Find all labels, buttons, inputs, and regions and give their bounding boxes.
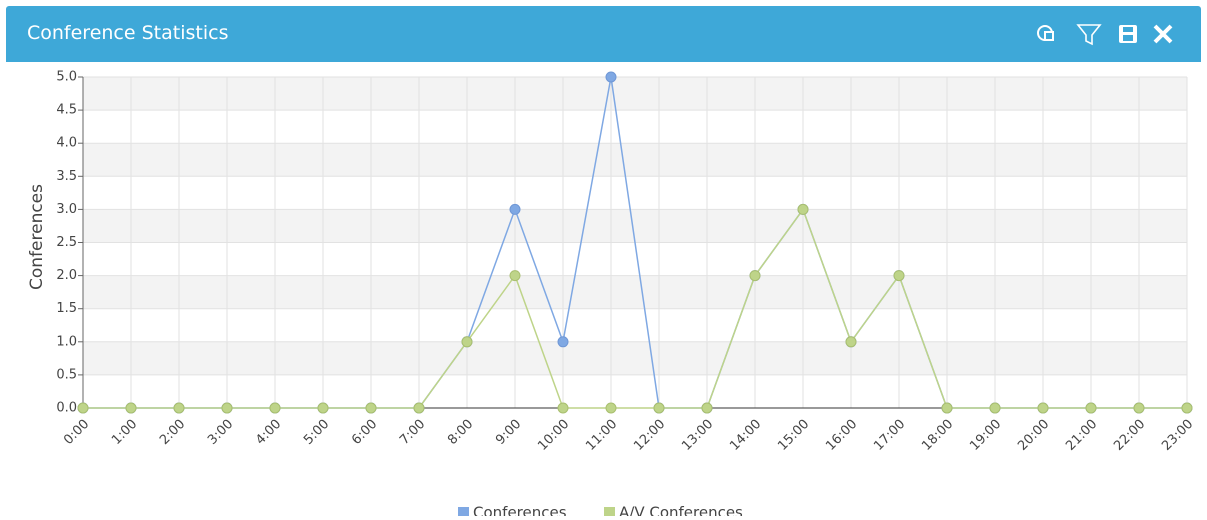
legend-swatch xyxy=(604,507,615,516)
panel: Conference Statistics Conferences 0.0 0.5… xyxy=(6,6,1201,516)
x-tick-label: 12:00 xyxy=(631,417,668,454)
x-tick-label: 23:00 xyxy=(1159,417,1196,454)
x-tick-label: 20:00 xyxy=(1015,417,1052,454)
x-tick-label: 8:00 xyxy=(445,417,476,448)
data-point xyxy=(77,402,89,414)
x-tick-label: 3:00 xyxy=(205,417,236,448)
x-tick-label: 2:00 xyxy=(157,417,188,448)
data-point xyxy=(317,402,329,414)
y-tick-label: 3.0 xyxy=(56,202,77,217)
y-tick-label: 4.5 xyxy=(56,103,77,118)
x-tick-label: 17:00 xyxy=(871,417,908,454)
chart: Conferences 0.0 0.5 1.0 1.5 2.0 2.5 3.0 3.5 4.0 4… xyxy=(27,70,1196,517)
data-point xyxy=(749,270,761,282)
series-line xyxy=(83,207,1187,409)
data-point xyxy=(797,203,809,215)
grid-band xyxy=(83,341,1187,375)
panel-title: Conference Statistics xyxy=(27,22,229,44)
data-point xyxy=(557,402,569,414)
y-tick-label: 1.5 xyxy=(56,301,77,316)
data-point xyxy=(941,402,953,414)
data-point xyxy=(605,402,617,414)
data-point xyxy=(413,402,425,414)
x-tick-label: 9:00 xyxy=(493,417,524,448)
x-tick-label: 1:00 xyxy=(109,417,140,448)
data-point xyxy=(1085,402,1097,414)
x-tick-label: 7:00 xyxy=(397,417,428,448)
y-tick-label: 4.0 xyxy=(56,136,77,151)
data-point xyxy=(893,270,905,282)
data-point xyxy=(1133,402,1145,414)
data-point xyxy=(365,402,377,414)
data-point xyxy=(173,402,185,414)
data-point xyxy=(1181,402,1193,414)
x-tick-label: 11:00 xyxy=(583,417,620,454)
x-tick-label: 6:00 xyxy=(349,417,380,448)
x-tick-label: 0:00 xyxy=(61,417,92,448)
grid-band xyxy=(83,143,1187,177)
legend-swatch xyxy=(458,507,469,516)
data-point xyxy=(605,71,617,83)
x-tick-label: 19:00 xyxy=(967,417,1004,454)
y-tick-label: 2.5 xyxy=(56,235,77,250)
close-icon[interactable] xyxy=(1153,24,1173,44)
x-tick-label: 14:00 xyxy=(727,417,764,454)
data-point xyxy=(653,402,665,414)
x-tick-label: 22:00 xyxy=(1111,417,1148,454)
data-point xyxy=(701,402,713,414)
data-point xyxy=(509,270,521,282)
x-tick-label: 15:00 xyxy=(775,417,812,454)
y-tick-label: 5.0 xyxy=(56,70,77,85)
x-tick-label: 21:00 xyxy=(1063,417,1100,454)
data-point xyxy=(557,336,569,348)
x-tick-label: 5:00 xyxy=(301,417,332,448)
legend-label: A/V Conferences xyxy=(619,504,743,517)
data-point xyxy=(509,203,521,215)
data-point xyxy=(1037,402,1049,414)
data-point xyxy=(125,402,137,414)
x-tick-label: 4:00 xyxy=(253,417,284,448)
panel-header: Conference Statistics xyxy=(6,6,1201,62)
grid-band xyxy=(83,275,1187,309)
y-tick-label: 3.5 xyxy=(56,169,77,184)
y-axis-title: Conferences xyxy=(27,184,47,290)
x-tick-label: 10:00 xyxy=(535,417,572,454)
x-tick-label: 16:00 xyxy=(823,417,860,454)
save-icon[interactable] xyxy=(1119,25,1137,43)
grid-band xyxy=(83,209,1187,243)
y-tick-label: 2.0 xyxy=(56,268,77,283)
grid-band xyxy=(83,77,1187,111)
toolbar xyxy=(1037,24,1173,46)
y-tick-label: 0.5 xyxy=(56,367,77,382)
y-tick-label: 0.0 xyxy=(56,401,77,416)
legend-label: Conferences xyxy=(473,504,567,517)
data-point xyxy=(461,336,473,348)
x-tick-label: 13:00 xyxy=(679,417,716,454)
data-point xyxy=(989,402,1001,414)
refresh-icon[interactable] xyxy=(1037,25,1054,41)
y-tick-label: 1.0 xyxy=(56,334,77,349)
x-tick-label: 18:00 xyxy=(919,417,956,454)
filter-icon[interactable] xyxy=(1076,24,1102,46)
data-point xyxy=(269,402,281,414)
data-point xyxy=(221,402,233,414)
data-point xyxy=(845,336,857,348)
